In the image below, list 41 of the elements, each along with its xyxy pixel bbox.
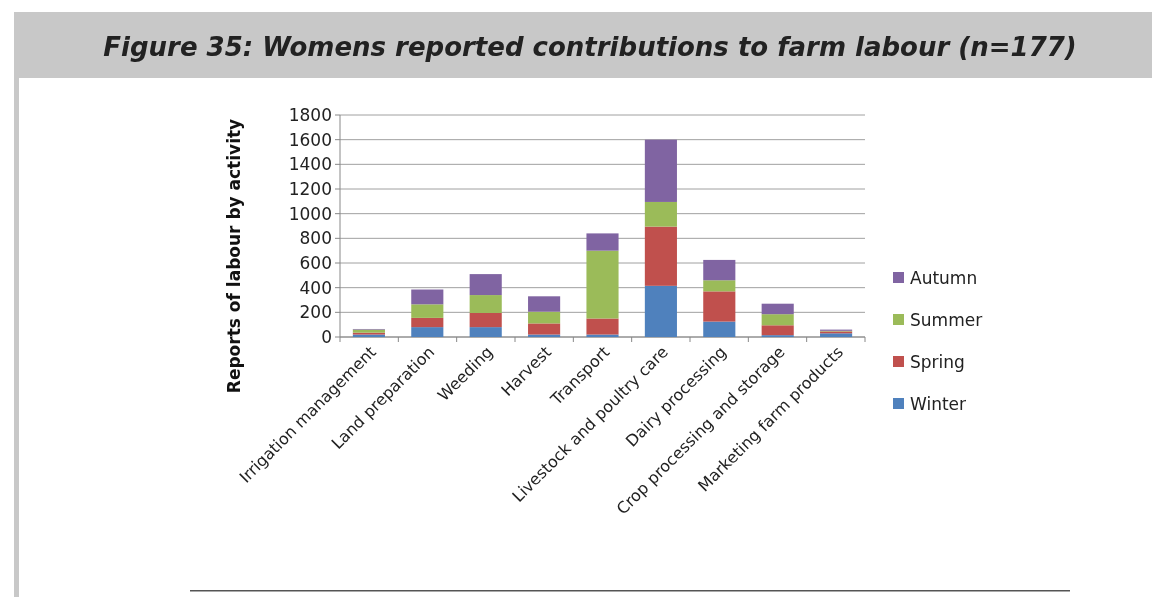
chart-title: Figure 35: Womens reported contributions to farm labour (n=177) [103,32,1077,62]
bar [761,314,794,326]
y-tick-label: 1800 [288,104,332,125]
y-tick-label: 200 [299,302,332,323]
bar [703,280,736,292]
bar [469,312,502,328]
y-tick-label: 600 [299,252,332,273]
bar [644,285,677,337]
bar [528,311,561,324]
bar [411,317,444,328]
y-axis-title: Reports of labour by activity [224,118,244,394]
legend-label: Winter [910,393,967,414]
bar [644,139,677,202]
bar [411,304,444,318]
bar [469,327,502,337]
y-tick-label: 800 [299,228,332,249]
y-tick-label: 1200 [288,178,332,199]
bar [644,226,677,286]
bar [469,295,502,313]
bar [703,291,736,322]
legend-label: Summer [910,309,983,330]
y-tick-label: 1000 [288,203,332,224]
bar [586,250,619,319]
bar [411,289,444,305]
bar [411,327,444,337]
bar [703,259,736,281]
bar [586,233,619,251]
bar [528,323,561,335]
bar [761,325,794,336]
y-tick-label: 1400 [288,154,332,175]
bar [703,321,736,337]
y-tick-label: 1600 [288,129,332,150]
bar [761,303,794,315]
legend-label: Autumn [910,267,978,288]
legend-label: Spring [910,351,965,372]
y-tick-label: 400 [299,277,332,298]
bar [644,201,677,227]
bar [528,296,561,312]
bar [586,318,619,335]
bar [469,274,502,296]
y-tick-label: 0 [321,326,332,347]
